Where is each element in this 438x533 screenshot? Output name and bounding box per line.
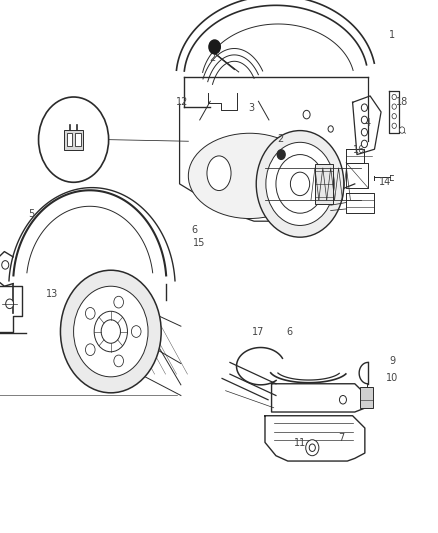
Text: 8: 8 xyxy=(68,134,74,143)
Circle shape xyxy=(6,299,14,309)
Circle shape xyxy=(361,140,367,148)
Circle shape xyxy=(361,116,367,124)
Text: 6: 6 xyxy=(286,327,292,336)
Circle shape xyxy=(392,104,396,109)
Circle shape xyxy=(266,142,334,225)
FancyBboxPatch shape xyxy=(360,387,373,408)
Text: 17: 17 xyxy=(252,327,265,336)
Circle shape xyxy=(2,261,9,269)
Ellipse shape xyxy=(207,156,231,190)
Text: 9: 9 xyxy=(389,357,395,366)
FancyBboxPatch shape xyxy=(315,164,333,204)
Circle shape xyxy=(276,155,324,213)
Text: 1: 1 xyxy=(389,30,395,39)
Text: 2: 2 xyxy=(209,53,215,62)
Circle shape xyxy=(101,320,120,343)
Circle shape xyxy=(74,286,148,377)
Circle shape xyxy=(328,126,333,132)
Circle shape xyxy=(114,296,124,308)
FancyBboxPatch shape xyxy=(67,133,72,146)
Text: 12: 12 xyxy=(176,98,188,107)
Text: 11: 11 xyxy=(294,439,306,448)
Text: 18: 18 xyxy=(396,98,408,107)
Text: 3: 3 xyxy=(249,103,255,112)
Circle shape xyxy=(303,110,310,119)
Circle shape xyxy=(392,114,396,119)
Circle shape xyxy=(114,355,124,367)
Text: 15: 15 xyxy=(193,238,205,247)
Text: 14: 14 xyxy=(379,177,392,187)
FancyBboxPatch shape xyxy=(75,133,81,146)
Text: 13: 13 xyxy=(46,289,58,299)
Text: 7: 7 xyxy=(339,433,345,443)
Circle shape xyxy=(60,270,161,393)
Circle shape xyxy=(290,172,310,196)
Circle shape xyxy=(361,104,367,111)
Ellipse shape xyxy=(188,133,311,219)
Text: 16: 16 xyxy=(353,146,365,155)
Text: 5: 5 xyxy=(28,209,35,219)
Circle shape xyxy=(85,344,95,356)
Circle shape xyxy=(209,40,220,54)
Circle shape xyxy=(309,444,315,451)
Circle shape xyxy=(277,150,285,159)
Circle shape xyxy=(94,311,127,352)
Circle shape xyxy=(399,127,405,133)
Text: 2: 2 xyxy=(277,134,283,143)
Circle shape xyxy=(85,308,95,319)
FancyBboxPatch shape xyxy=(64,130,83,150)
Circle shape xyxy=(339,395,346,404)
Circle shape xyxy=(306,440,319,456)
Circle shape xyxy=(256,131,344,237)
Text: 6: 6 xyxy=(192,225,198,235)
Circle shape xyxy=(392,94,396,100)
Text: 4: 4 xyxy=(365,118,371,127)
Circle shape xyxy=(361,128,367,136)
Circle shape xyxy=(39,97,109,182)
Circle shape xyxy=(392,123,396,128)
Circle shape xyxy=(131,326,141,337)
Text: 10: 10 xyxy=(386,374,398,383)
